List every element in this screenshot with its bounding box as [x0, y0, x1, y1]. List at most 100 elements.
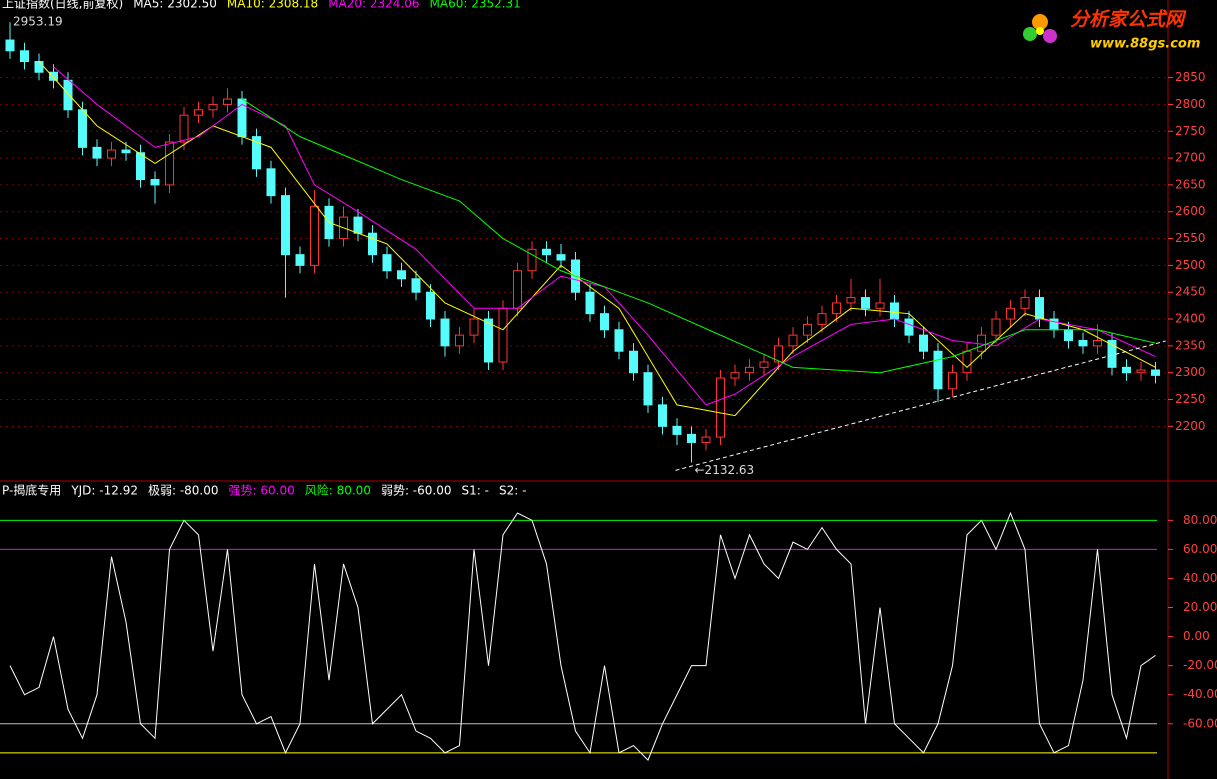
candle-body [600, 313, 609, 331]
header-item: P-揭底专用 [2, 483, 61, 498]
header-item: 强势: 60.00 [229, 484, 295, 498]
header-item: 弱势: -60.00 [381, 484, 452, 498]
y-tick-label: 40.00 [1183, 571, 1217, 585]
candle-body [962, 350, 972, 374]
candle-body [759, 361, 769, 368]
candle-body [426, 291, 435, 320]
price-annotation: 2953.19 [13, 15, 63, 29]
candle-body [614, 329, 624, 352]
candle-body [310, 205, 319, 266]
candle-body [556, 254, 566, 261]
candle-body [208, 103, 218, 111]
candle-body [672, 425, 682, 435]
candle-body [585, 291, 595, 315]
candle-body [252, 136, 261, 170]
petal [1036, 27, 1044, 35]
candle-body [1006, 307, 1015, 320]
petal [1023, 27, 1037, 41]
candle-body [455, 334, 464, 347]
y-tick-label: 20.00 [1183, 600, 1217, 614]
candle-body [774, 345, 783, 363]
logo-url: www.88gs.com [1090, 37, 1200, 52]
candle-body [1035, 297, 1044, 320]
petal [1032, 14, 1048, 30]
candle-body [701, 436, 711, 443]
candle-body [121, 149, 131, 154]
candle-body [1064, 329, 1073, 342]
candle-body [5, 39, 15, 52]
candle-body [542, 248, 551, 256]
candle-body [136, 152, 145, 181]
candle-body [948, 372, 957, 390]
y-tick-label: 2700 [1175, 151, 1206, 165]
price-annotation: ←2132.63 [695, 463, 755, 477]
candle-body [977, 334, 986, 352]
candle-body [34, 61, 44, 73]
candle-body [904, 318, 914, 336]
candle-body [281, 195, 290, 256]
candle-body [1151, 369, 1160, 376]
candle-body [890, 302, 899, 320]
candle-body [353, 216, 363, 234]
candle-body [194, 109, 203, 116]
candle-body [716, 377, 725, 438]
candle-body [817, 313, 827, 325]
candle-body [179, 114, 189, 143]
y-tick-label: 2400 [1175, 312, 1206, 326]
header-item: MA10: 2308.18 [227, 0, 318, 11]
header-item: YJD: -12.92 [70, 484, 138, 498]
header-item: MA20: 2324.06 [328, 0, 419, 11]
y-tick-label: -60.00 [1183, 716, 1217, 730]
candle-body [527, 248, 537, 272]
y-tick-label: -40.00 [1183, 687, 1217, 701]
candle-body [295, 254, 305, 266]
candle-body [875, 302, 885, 309]
candle-body [846, 297, 856, 304]
logo-icon [1023, 14, 1057, 43]
candle-body [223, 98, 232, 105]
y-tick-label: -20.00 [1183, 658, 1217, 672]
candle-body [513, 270, 522, 309]
candle-body [107, 149, 116, 159]
y-tick-label: 2850 [1175, 70, 1206, 84]
y-tick-label: 2450 [1175, 285, 1206, 299]
candle-body [745, 366, 754, 374]
y-tick-label: 2250 [1175, 392, 1206, 406]
ma-line [38, 61, 1156, 417]
y-tick-label: 60.00 [1183, 542, 1217, 556]
candle-body [78, 109, 87, 148]
candle-body [63, 79, 73, 111]
candle-body [730, 372, 740, 379]
candle-body [788, 334, 798, 347]
indicator-line [9, 511, 1156, 761]
y-tick-label: 0.00 [1183, 629, 1210, 643]
y-tick-label: 2200 [1175, 419, 1206, 433]
y-tick-label: 2800 [1175, 97, 1206, 111]
petal [1043, 29, 1057, 43]
candle-body [382, 254, 392, 272]
candle-body [1122, 366, 1131, 374]
y-tick-label: 2600 [1175, 204, 1206, 218]
ma-line [53, 66, 1156, 406]
candle-body [440, 318, 450, 347]
candle-body [266, 168, 276, 197]
candle-body [658, 404, 667, 427]
header-item: S1: - [462, 484, 489, 498]
candle-body [629, 350, 638, 374]
candle-body [411, 278, 421, 293]
header-item: S2: - [499, 484, 526, 498]
candle-body [484, 318, 493, 363]
candle-body [92, 146, 102, 159]
ma-line [241, 98, 1156, 374]
candle-body [498, 307, 508, 363]
candle-body [991, 318, 1001, 336]
candle-body [49, 71, 58, 81]
header-item: 上证指数(日线,前复权) [2, 0, 123, 11]
y-tick-label: 80.00 [1183, 513, 1217, 527]
candle-body [803, 323, 812, 336]
candle-body [933, 350, 943, 390]
candle-body [687, 433, 696, 443]
candle-body [469, 318, 479, 336]
header-item: 风险: 80.00 [305, 483, 371, 498]
